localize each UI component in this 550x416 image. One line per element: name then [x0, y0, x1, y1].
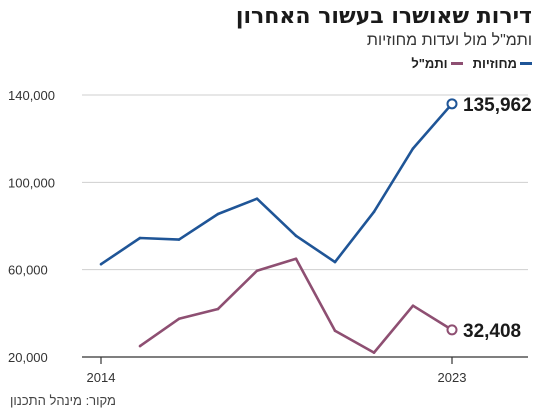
legend: מחוזיות ותמ"ל — [411, 56, 532, 71]
series-line-0 — [100, 102, 453, 266]
legend-label-vatmal: ותמ"ל — [411, 56, 448, 71]
x-tick-label: 2014 — [87, 370, 116, 385]
data-point — [294, 234, 298, 238]
x-tick-label: 2023 — [438, 370, 467, 385]
end-value-label-1: 32,408 — [463, 321, 521, 342]
data-point — [372, 351, 376, 354]
chart-subtitle: ותמ"ל מול ועדות מחוזיות — [366, 32, 532, 49]
legend-swatch-districts — [520, 62, 532, 65]
end-marker-1 — [446, 324, 458, 336]
y-tick-label: 140,000 — [8, 88, 55, 103]
data-point — [177, 317, 181, 321]
legend-item-districts: מחוזיות — [473, 56, 532, 71]
legend-label-districts: מחוזיות — [472, 56, 517, 71]
data-point — [177, 238, 181, 241]
series-line-1 — [139, 257, 453, 354]
end-marker-0 — [446, 98, 458, 110]
legend-item-vatmal: ותמ"ל — [411, 56, 463, 71]
data-point — [138, 236, 142, 240]
end-value-label-0: 135,962 — [463, 95, 532, 116]
chart-title: דירות שאושרו בעשור האחרון — [235, 4, 532, 29]
data-point — [333, 260, 337, 264]
data-point — [138, 344, 142, 348]
y-tick-label: 60,000 — [8, 263, 48, 278]
data-point — [255, 197, 259, 201]
data-point — [411, 147, 415, 150]
source-note: מקור: מינהל התכנון — [10, 393, 116, 408]
data-point — [411, 304, 415, 307]
data-point — [216, 307, 220, 311]
data-point — [294, 257, 298, 261]
data-point — [99, 262, 103, 266]
y-tick-label: 100,000 — [8, 175, 55, 190]
data-point — [255, 269, 259, 273]
data-point — [333, 329, 337, 333]
data-point — [372, 210, 376, 214]
y-tick-label: 20,000 — [8, 350, 48, 365]
legend-swatch-vatmal — [450, 62, 463, 65]
data-point — [216, 212, 220, 216]
